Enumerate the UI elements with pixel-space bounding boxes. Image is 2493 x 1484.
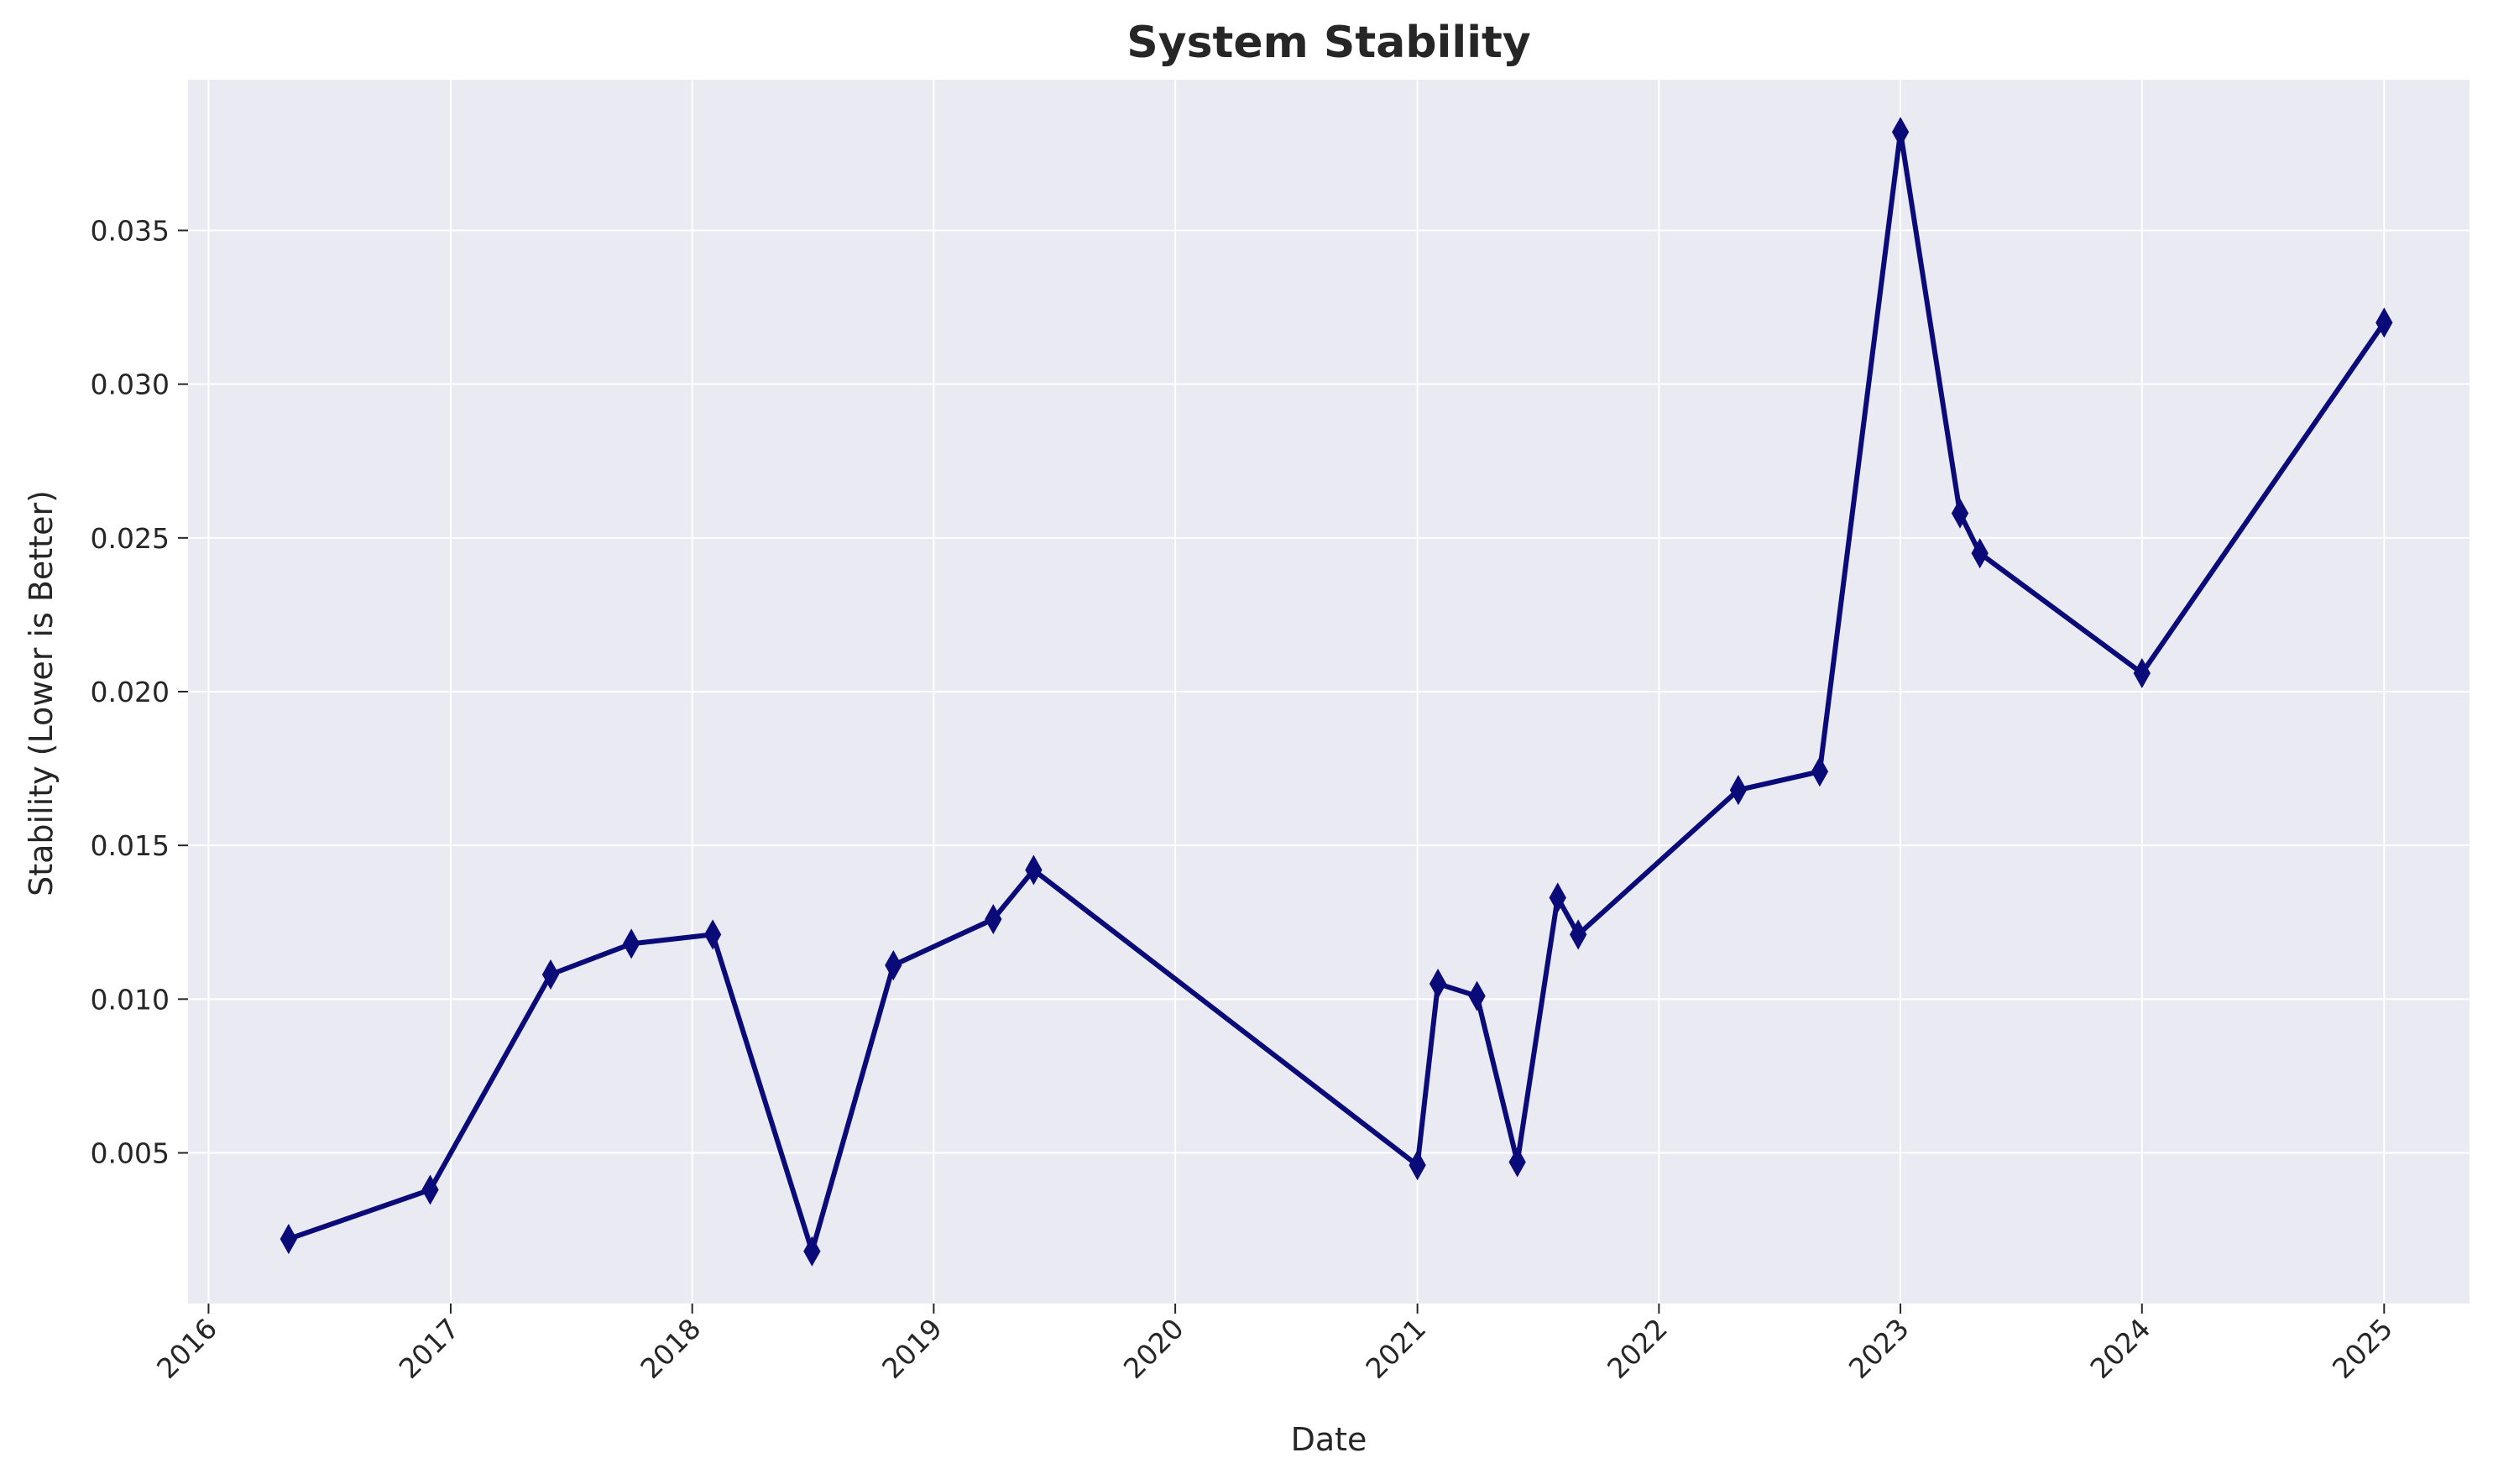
data-point-marker [541,959,560,990]
x-tick-label: 2018 [634,1312,707,1385]
data-point-marker [1951,498,1969,529]
y-tick-label: 0.005 [91,1137,170,1169]
data-point-marker [2375,307,2393,338]
x-tick-label: 2021 [1359,1312,1432,1385]
x-tick-label: 2019 [875,1312,949,1385]
y-tick-label: 0.010 [91,983,170,1016]
data-point-marker [421,1174,439,1205]
data-point-marker [885,949,902,981]
y-tick-label: 0.030 [91,368,170,401]
x-tick-label: 2016 [150,1312,223,1385]
chart-title: System Stability [1126,18,1531,68]
data-point-marker [623,928,640,959]
data-point-marker [803,1236,821,1267]
data-point-marker [1811,756,1829,787]
data-point-marker [985,904,1002,935]
series-group [280,117,2393,1267]
data-point-marker [1971,538,1989,569]
grid-lines [188,80,2469,1304]
data-point-marker [1549,882,1566,913]
x-tick-label: 2017 [393,1312,466,1385]
series-line [285,129,2387,1254]
y-axis-label: Stability (Lower is Better) [23,490,60,896]
x-tick-label: 2020 [1117,1312,1190,1385]
data-point-marker [1429,968,1447,1000]
data-point-marker [1508,1147,1526,1178]
data-point-marker [2133,657,2151,689]
x-tick-label: 2022 [1601,1312,1674,1385]
data-point-marker [1570,919,1587,950]
data-point-marker [280,1224,297,1255]
data-point-marker [1468,980,1486,1011]
x-tick-label: 2023 [1842,1312,1915,1385]
y-tick-label: 0.020 [91,676,170,708]
y-tick-label: 0.025 [91,522,170,555]
x-tick-label: 2025 [2326,1312,2399,1385]
x-axis-label: Date [1291,1421,1367,1458]
y-tick-label: 0.015 [91,829,170,862]
x-axis-ticks: 2016 2017 2018 2019 2020 2021 2022 2023 2024 2025 [150,1304,2399,1385]
y-axis-ticks: 0.005 0.010 0.015 0.020 0.025 0.030 0.035 [91,215,188,1169]
y-tick-label: 0.035 [91,215,170,248]
data-point-marker [1025,854,1043,886]
data-point-marker [1409,1150,1426,1181]
data-point-marker [703,919,722,950]
data-point-marker [1729,775,1748,806]
x-tick-label: 2024 [2083,1312,2156,1385]
data-point-marker [1891,117,1910,148]
